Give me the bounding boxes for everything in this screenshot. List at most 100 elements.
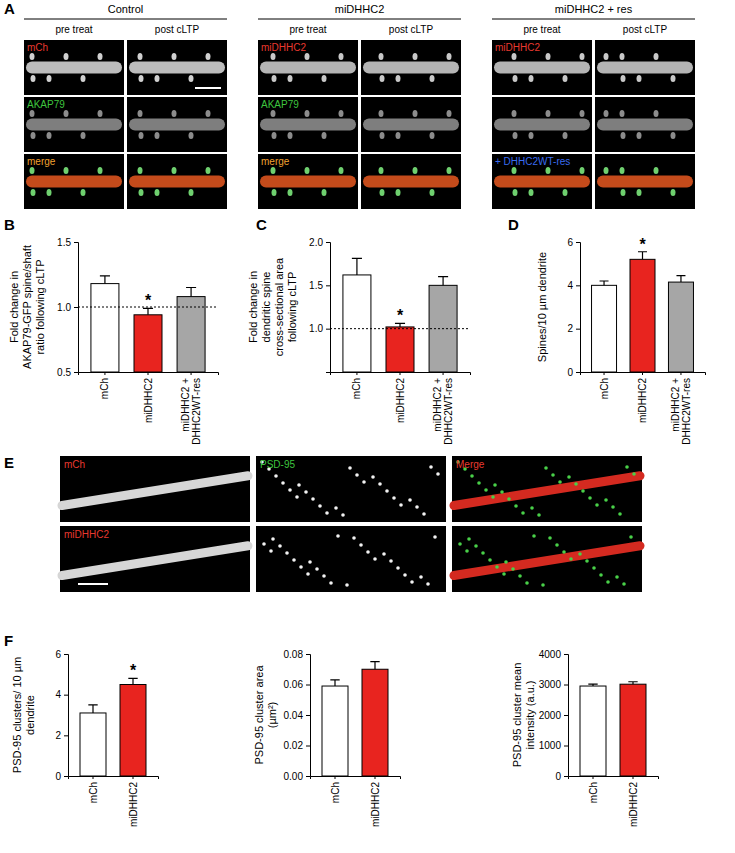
psd95-punctum (433, 535, 437, 539)
dendrite (129, 119, 225, 131)
psd95-punctum (399, 503, 403, 507)
tick-mark (306, 654, 310, 655)
column-title: pre treat (55, 24, 92, 35)
channel-label: AKAP79 (261, 99, 299, 110)
tick-label: 0 (555, 771, 561, 782)
x-axis: mChmiDHHC2miDHHC2 +DHHC2WT-res (581, 372, 706, 445)
spine (272, 75, 277, 82)
bar (668, 282, 693, 372)
psd95-punctum (348, 466, 352, 470)
plot-marks (78, 276, 218, 372)
psd95-punctum (493, 483, 497, 487)
category-label-line: miDHHC2 (128, 782, 139, 827)
y-axis-title-line: following cLTP (286, 272, 298, 343)
spine (172, 167, 177, 174)
tick-mark (576, 329, 580, 330)
y-axis-title-line: Spines/10 µm dendrite (536, 252, 548, 362)
spine (98, 167, 103, 174)
tick-mark (306, 776, 310, 777)
spine (30, 110, 35, 117)
tick-mark (104, 372, 105, 375)
bar (630, 259, 655, 372)
category-label: mCh (599, 378, 610, 399)
micrograph (127, 154, 227, 209)
spine (621, 132, 626, 139)
tick-label: 2 (567, 323, 573, 334)
psd95-punctum (548, 536, 552, 540)
category-label-line: DHHC2WT-res (191, 378, 202, 445)
tick: 2000 (539, 710, 568, 721)
category-label-line: miDHHC2 (637, 378, 648, 423)
tick: 0.06 (284, 679, 310, 690)
psd95-punctum (511, 567, 515, 571)
psd95-punctum (541, 583, 545, 587)
tick-mark (148, 372, 149, 375)
spine (272, 132, 277, 139)
micrograph (492, 154, 592, 209)
bar (580, 686, 606, 776)
dendrite (260, 62, 356, 74)
dendrite (597, 119, 693, 131)
psd95-punctum (530, 506, 534, 510)
psd95-punctum (562, 550, 566, 554)
micrograph (452, 526, 642, 592)
tick-mark (74, 242, 78, 243)
spine (621, 75, 626, 82)
category-label-line: mCh (88, 782, 99, 803)
dendrite (363, 119, 459, 131)
tick-label: 0.00 (284, 771, 304, 782)
error-bar (588, 684, 597, 686)
tick-mark (576, 285, 580, 286)
tick-label: 4000 (539, 649, 562, 660)
tick: 4000 (539, 649, 568, 660)
tick: 0.00 (284, 771, 310, 782)
psd95-punctum (274, 474, 278, 478)
micrograph (492, 97, 592, 152)
spine (47, 75, 52, 82)
tick: 0.5 (57, 367, 78, 378)
bar (343, 275, 371, 372)
column-title: post cLTP (155, 24, 200, 35)
psd95-punctum (544, 466, 548, 470)
channel-label: AKAP79 (27, 99, 65, 110)
bar (620, 684, 646, 776)
psd95-punctum (465, 549, 469, 553)
channel-label: + DHHC2WT-res (495, 156, 570, 167)
tick: mCh (599, 372, 610, 399)
tick-mark (335, 776, 336, 779)
spine (81, 75, 86, 82)
channel-label: miDHHC2 (261, 42, 306, 53)
spine (513, 189, 518, 196)
channel-label: Merge (456, 459, 485, 470)
y-axis-title: PSD-95 cluster meanintensity (a.u.) (511, 663, 536, 768)
significance: * (145, 292, 152, 309)
tick: 1.5 (309, 280, 330, 291)
tick: miDHHC2 +DHHC2WT-res (432, 372, 454, 445)
spine (396, 75, 401, 82)
tick-label: 0 (567, 367, 573, 378)
y-axis-title-line: PSD-95 cluster mean (511, 663, 523, 768)
x-axis: mCh miDHHC2 (69, 776, 159, 827)
spine (31, 132, 36, 139)
category-label: miDHHC2 (637, 378, 648, 423)
y-axis: 0246 (567, 237, 580, 378)
psd95-punctum (373, 557, 377, 561)
spine (546, 167, 551, 174)
category-label-line: DHHC2WT-res (443, 378, 454, 445)
reference-line (330, 328, 470, 329)
psd95-punctum (304, 490, 308, 494)
channel-label: mCh (27, 42, 48, 53)
column-title: pre treat (289, 24, 326, 35)
y-axis-title-line: PSD-95 clusters/ 10 µm (11, 657, 23, 773)
y-axis-title-line: (µm²) (266, 702, 278, 729)
y-axis-title-line: AKAP79-GFP spine/shaft (21, 245, 33, 369)
tick-label: 0.08 (284, 649, 304, 660)
channel-label: merge (27, 156, 56, 167)
spine (430, 132, 435, 139)
tick-mark (64, 735, 68, 736)
spine (379, 53, 384, 60)
tick-mark (74, 307, 78, 308)
significance: * (397, 307, 404, 324)
category-label: miDHHC2 +DHHC2WT-res (180, 378, 202, 445)
tick-label: 0.06 (284, 679, 304, 690)
